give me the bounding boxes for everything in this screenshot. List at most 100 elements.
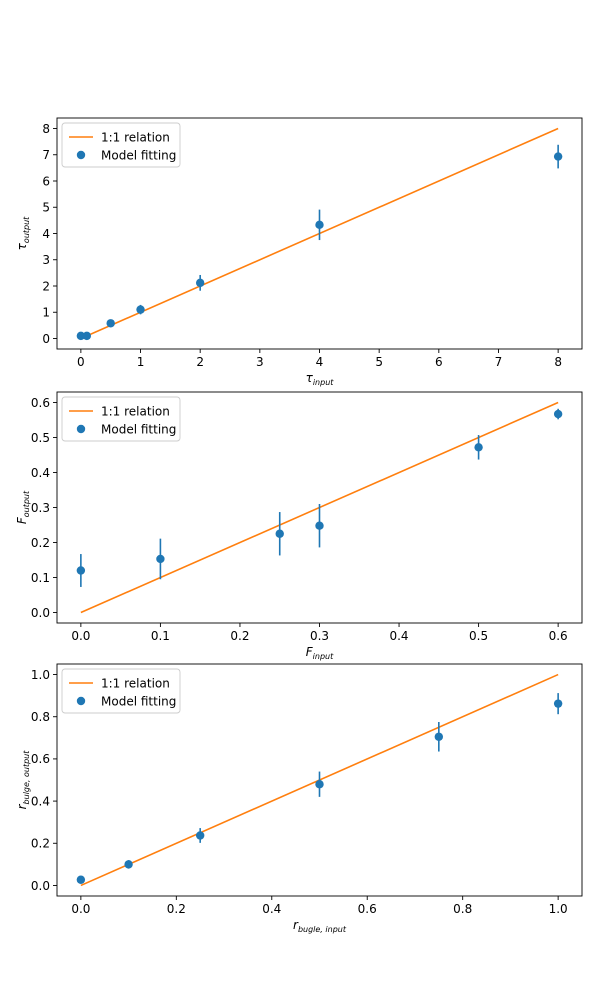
x-tick-label: 0.0: [71, 902, 90, 916]
data-point: [315, 521, 324, 530]
data-point: [76, 566, 86, 575]
data-point: [76, 331, 86, 341]
data-point: [156, 554, 165, 564]
y-axis-label-base: r: [15, 803, 29, 809]
data-point: [553, 152, 563, 161]
x-tick-label: 0.1: [151, 629, 170, 643]
y-tick-label: 6: [42, 174, 50, 188]
data-point: [106, 319, 115, 328]
legend-label-1-1-relation: 1:1 relation: [101, 131, 170, 145]
data-point: [195, 831, 205, 840]
data-point: [553, 409, 563, 419]
x-axis-label-base: F: [306, 645, 314, 659]
x-axis-label: rbugle, input: [293, 918, 347, 934]
y-axis-label-subscript: output: [22, 490, 31, 517]
y-tick-label: 8: [42, 122, 50, 136]
legend: 1:1 relation Model fitting: [61, 668, 181, 714]
x-axis-label-subscript: input: [313, 378, 334, 387]
legend-box: [61, 396, 181, 442]
chart-panel-3: 0.0 0.2 0.4 0.6 0.8 1.00.00.20.40.60.81.0rbug…: [15, 663, 583, 934]
x-tick-label: 0.6: [549, 629, 568, 643]
axes-frame: [56, 663, 583, 897]
x-axis-label: τinput: [306, 371, 335, 387]
y-axis-label: τoutput: [15, 216, 31, 250]
y-tick-label: 0.4: [31, 794, 50, 808]
data-point: [82, 331, 92, 341]
x-tick-label: 0.5: [469, 629, 488, 643]
x-axis-label: Finput: [306, 645, 334, 661]
y-tick-label: 7: [42, 148, 50, 162]
data-point: [76, 875, 86, 884]
y-tick-label: 0.2: [31, 536, 50, 550]
y-axis-label-base: τ: [15, 242, 29, 250]
chart-panel-2: 0.0 0.1 0.2 0.3 0.4 0.5 0.6 0.0 0.1 0.2 0.3 0.4 0.5 0…: [15, 391, 583, 661]
x-tick-label: 0.4: [262, 902, 281, 916]
x-axis-label-subscript: input: [313, 652, 334, 661]
x-tick-label: 1.0: [549, 902, 568, 916]
x-tick-label: 8: [554, 355, 562, 369]
legend-point-marker: [76, 696, 86, 706]
x-tick-label: 3: [256, 355, 264, 369]
y-tick-label: 3: [42, 253, 50, 267]
data-point: [553, 699, 563, 708]
y-tick-label: 5: [42, 201, 50, 215]
x-tick-label: 0.2: [167, 902, 186, 916]
y-axis-label-base: F: [15, 516, 29, 524]
x-tick-label: 0.2: [230, 629, 249, 643]
y-tick-label: 0.0: [31, 606, 50, 620]
legend-box: [61, 122, 181, 168]
x-tick-label: 0.3: [310, 629, 329, 643]
data-point: [195, 278, 205, 288]
data-point: [434, 732, 444, 741]
legend-label-model-fitting: Model fitting: [101, 695, 176, 709]
legend: 1:1 relation Model fitting: [61, 122, 181, 168]
y-tick-label: 0.2: [31, 837, 50, 851]
y-tick-label: 0.6: [31, 396, 50, 410]
x-tick-label: 0.8: [453, 902, 472, 916]
y-axis-label-subscript: bulge, output: [22, 750, 31, 805]
x-tick-label: 6: [435, 355, 443, 369]
y-tick-label: 0.8: [31, 710, 50, 724]
legend-label-model-fitting: Model fitting: [101, 423, 176, 437]
data-point: [315, 780, 324, 789]
y-axis-label-subscript: output: [22, 216, 31, 243]
y-tick-label: 4: [42, 227, 50, 241]
legend: 1:1 relation Model fitting: [61, 396, 181, 442]
y-tick-label: 0.1: [31, 571, 50, 585]
x-tick-label: 1: [137, 355, 145, 369]
x-axis-label-base: r: [293, 918, 299, 932]
y-axis-label: Foutput: [15, 490, 31, 524]
x-axis-label-base: τ: [306, 371, 314, 385]
x-tick-label: 4: [316, 355, 324, 369]
data-point: [315, 220, 324, 230]
legend-label-1-1-relation: 1:1 relation: [101, 405, 170, 419]
legend-point-marker: [76, 150, 86, 160]
y-tick-label: 1: [42, 306, 50, 320]
y-axis-label: rbulge, output: [15, 750, 31, 810]
y-tick-label: 0: [42, 332, 50, 346]
y-tick-label: 1.0: [31, 668, 50, 682]
y-tick-label: 0.0: [31, 879, 50, 893]
y-tick-label: 0.5: [31, 431, 50, 445]
legend-point-marker: [76, 424, 86, 434]
x-tick-label: 0.4: [389, 629, 408, 643]
x-tick-label: 2: [196, 355, 204, 369]
legend-label-model-fitting: Model fitting: [101, 149, 176, 163]
y-tick-label: 0.4: [31, 466, 50, 480]
y-tick-label: 0.6: [31, 752, 50, 766]
x-tick-label: 5: [375, 355, 383, 369]
data-point: [474, 443, 483, 452]
x-tick-label: 7: [495, 355, 503, 369]
x-axis-label-subscript: bugle, input: [298, 925, 347, 934]
data-point: [124, 860, 133, 869]
y-tick-label: 0.3: [31, 501, 50, 515]
data-point: [275, 529, 284, 538]
data-point: [136, 305, 145, 314]
y-tick-label: 2: [42, 279, 50, 293]
x-tick-label: 0: [77, 355, 85, 369]
legend-label-1-1-relation: 1:1 relation: [101, 677, 170, 691]
x-tick-label: 0.0: [71, 629, 90, 643]
legend-box: [61, 668, 181, 714]
